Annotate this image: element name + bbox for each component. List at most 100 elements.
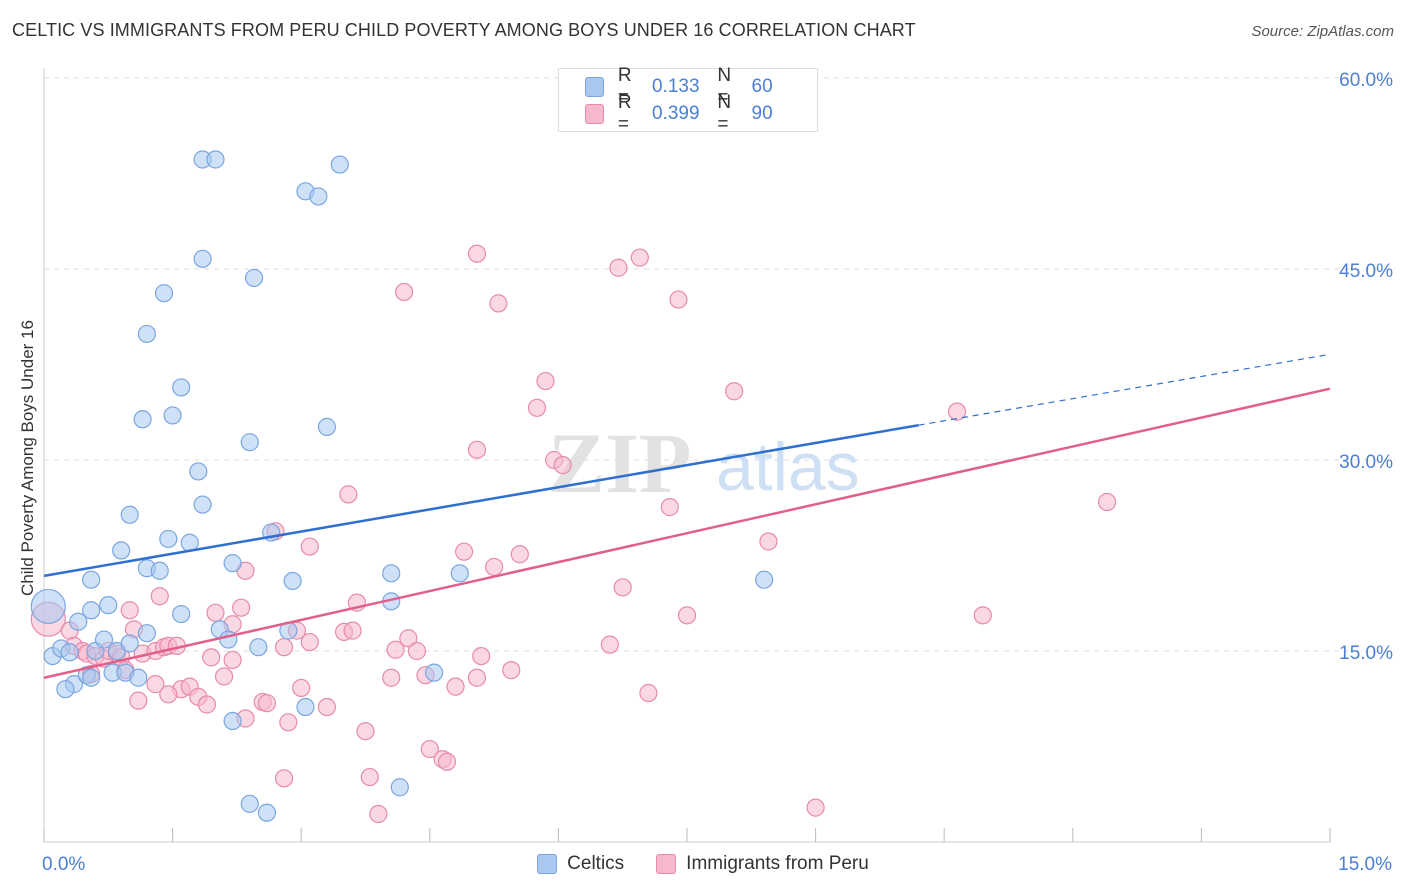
celtic-point [99,596,118,615]
celtic-point [163,406,182,425]
legend-r-value: 0.399 [651,103,700,124]
peru-point [202,648,221,667]
legend-n-label: N = [717,65,732,108]
watermark-atlas: atlas [716,429,860,505]
peru-point [467,244,487,263]
celtic-point [390,778,409,797]
peru-point [677,606,697,625]
peru-point [446,677,465,696]
peru-point [472,646,491,666]
x-tick-label: 15.0% [1338,854,1392,875]
celtic-point [56,680,75,699]
y-tick-label: 60.0% [1339,70,1393,91]
peru-point [394,282,414,302]
peru-point [485,557,504,577]
celtic-point [193,495,212,514]
correlation-legend: R = 0.133 N = 60 R = 0.399 N = 90 [558,65,818,135]
celtic-point [240,794,259,813]
celtic-point [189,462,208,481]
celtic-point [193,249,212,268]
peru-point [420,739,439,759]
legend-r-label: R = [617,92,632,135]
peru-point [317,697,337,717]
peru-point [467,668,487,687]
peru-point [292,678,311,698]
peru-point [639,683,658,703]
celtic-point [309,187,328,206]
legend-row-celtics: R = 0.133 N = 60 [585,65,817,108]
celtic-point [424,663,444,682]
data-points [30,150,1117,824]
celtic-point [206,150,225,169]
peru-point [300,537,319,556]
peru-point [369,804,388,824]
celtic-point [382,564,401,583]
peru-point [759,532,778,551]
peru-point [382,668,401,687]
series-legend: Celtics Immigrants from Peru [0,852,1406,876]
legend-label-celtics: Celtics [567,853,625,874]
peru-point [725,382,744,401]
celtic-point [283,571,302,591]
peru-point [600,635,619,654]
peru-point [150,587,169,606]
peru-point [947,402,967,421]
celtic-point [223,554,242,573]
peru-point [274,769,294,788]
celtic-point [244,268,264,288]
legend-n-value: 60 [751,76,773,97]
celtic-point [30,588,66,625]
celtic-point [172,378,191,397]
peru-point [339,485,358,504]
legend-n-value: 90 [751,103,773,124]
peru-point [630,248,649,267]
celtic-point [137,324,156,344]
peru-point [467,440,487,459]
legend-item-peru: Immigrants from Peru [656,853,869,875]
celtic-point [120,505,139,524]
celtic-point [129,668,148,687]
celtic-point [296,697,315,717]
tick-labels: 15.0% 30.0% 45.0% 60.0% 0.0% 15.0% [42,70,1393,875]
celtic-trend-extension [918,353,1331,426]
legend-label-peru: Immigrants from Peru [686,853,869,874]
peru-point [206,603,225,622]
celtic-point [150,561,169,580]
peru-point [257,694,277,713]
peru-point [214,667,234,686]
peru-point [407,641,427,661]
legend-swatch-peru [585,104,604,124]
peru-point [536,371,555,391]
peru-point [1097,492,1117,512]
peru-point [120,601,139,620]
peru-point [356,722,375,741]
celtic-point [120,634,139,653]
celtic-point [137,624,156,643]
watermark: ZIP atlas [548,415,860,511]
source-label: Source: ZipAtlas.com [1251,23,1394,40]
celtic-point [257,803,277,822]
watermark-zip: ZIP [548,415,691,511]
peru-point [669,290,688,309]
legend-n-label: N = [717,92,732,135]
x-tick-label: 0.0% [42,854,85,875]
peru-point [386,640,405,659]
y-tick-label: 15.0% [1339,643,1393,664]
peru-point [399,629,418,648]
peru-point [232,598,251,617]
legend-swatch-celtics [585,77,604,97]
legend-row-peru: R = 0.399 N = 90 [585,92,817,135]
peru-point [489,294,508,313]
peru-point [502,660,521,680]
axes [43,68,1331,843]
celtic-point [755,570,774,589]
peru-trend-line [43,387,1331,679]
peru-point [360,767,379,787]
celtic-point [159,529,178,549]
celtic-point [223,711,242,731]
peru-point [437,752,457,771]
chart-title: CELTIC VS IMMIGRANTS FROM PERU CHILD POV… [12,20,916,40]
peru-point [343,621,362,640]
celtic-point [330,155,349,174]
